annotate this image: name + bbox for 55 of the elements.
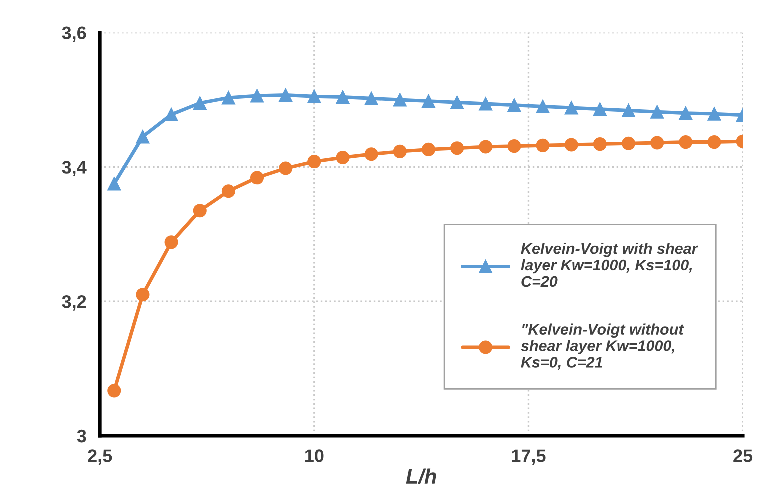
point [250, 89, 264, 103]
y-tick-label: 3,6 [62, 26, 86, 42]
point [336, 150, 350, 165]
point [450, 142, 464, 156]
point [708, 136, 722, 150]
point [108, 177, 122, 191]
point [308, 90, 322, 104]
point [393, 93, 407, 107]
point [336, 90, 350, 104]
y-tick-label: 3,4 [62, 161, 87, 176]
point [593, 138, 607, 152]
point [479, 97, 493, 111]
x-tick-label: 10 [306, 450, 324, 462]
point [136, 288, 150, 302]
point [222, 184, 236, 198]
point [136, 130, 150, 144]
x-tick-label: 25 [734, 450, 753, 462]
point [364, 148, 378, 162]
legend-label: "Kelvein-Voigt without shear layer Kw=1000, Ks=0, C=21 [521, 324, 684, 370]
point [308, 155, 322, 169]
point [679, 106, 693, 120]
point [622, 104, 636, 118]
point [222, 91, 236, 105]
point [193, 96, 207, 110]
point [422, 94, 436, 108]
x-axis-title: L/h [406, 468, 436, 484]
point [422, 142, 436, 156]
point [250, 171, 264, 185]
point [279, 88, 293, 102]
x-tick-label: 2,5 [88, 450, 112, 466]
point [679, 136, 693, 150]
point [593, 102, 607, 116]
point [536, 100, 550, 114]
legend-label: Kelvein-Voigt with shear layer Kw=1000, Ks=100, C=20 [521, 242, 698, 288]
point [164, 236, 178, 250]
x-tick-label: 17,5 [512, 450, 546, 466]
point [564, 101, 578, 115]
point [536, 138, 550, 152]
point [450, 96, 464, 110]
point [564, 138, 578, 152]
point [279, 162, 293, 176]
y-tick-label: 3 [77, 430, 86, 443]
y-tick-label: 3,2 [62, 295, 86, 311]
point [393, 144, 407, 158]
point [193, 204, 207, 218]
point [364, 92, 378, 106]
point [479, 140, 493, 154]
point [622, 136, 636, 150]
point [508, 140, 522, 154]
point [164, 108, 178, 122]
point [108, 384, 122, 398]
point [508, 98, 522, 112]
point [708, 107, 722, 121]
point [650, 105, 664, 119]
point [650, 136, 664, 150]
